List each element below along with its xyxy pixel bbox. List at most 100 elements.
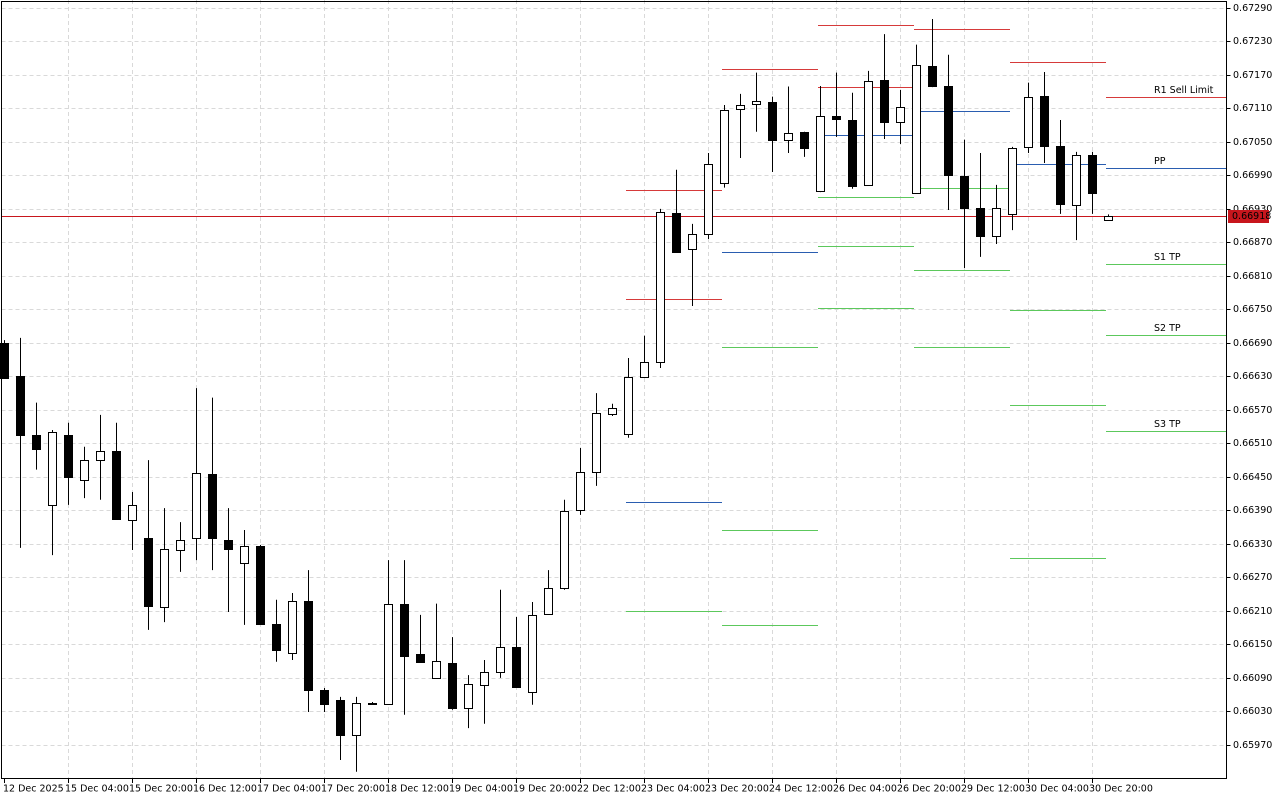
candle-body [304,601,313,691]
candle-body [336,700,345,736]
y-tick-label: 0.66450 [1233,472,1272,483]
candle-body [240,546,249,564]
candle-body [112,451,121,520]
candle-body [192,473,201,539]
candle-body [928,66,937,87]
y-tick-label: 0.66390 [1233,505,1272,516]
candle-body [816,116,825,192]
label-layer: R1 Sell Limit PP S1 TP S2 TP S3 TP 0.66918 [1154,85,1271,430]
candle-body [448,663,457,709]
candle-body [416,654,425,663]
y-tick-label: 0.66150 [1233,639,1272,650]
candle-body [688,234,697,250]
x-tick-label: 22 Dec 12:00 [577,784,641,795]
candle-body [528,615,537,693]
candle-body [1008,148,1017,215]
candle-body [1088,155,1097,194]
candle-body [432,661,441,679]
candle-body [704,164,713,235]
y-tick-label: 0.66990 [1233,170,1272,181]
candle-body [1104,216,1113,221]
y-tick-label: 0.66210 [1233,606,1272,617]
y-tick-label: 0.66330 [1233,539,1272,550]
candle-body [752,101,761,105]
candle-layer [0,18,1113,772]
x-tick-label: 12 Dec 2025 [3,784,64,795]
candle-body [560,511,569,589]
y-tick-label: 0.66510 [1233,438,1272,449]
candle-body [656,212,665,363]
y-tick-label: 0.66030 [1233,706,1272,717]
y-tick-label: 0.67170 [1233,70,1272,81]
x-tick-label: 16 Dec 12:00 [193,784,257,795]
pivot-label: S2 TP [1154,323,1181,334]
y-tick-label: 0.66570 [1233,405,1272,416]
y-tick-label: 0.67290 [1233,3,1272,14]
y-tick-label: 0.67110 [1233,103,1272,114]
y-tick-label: 0.66630 [1233,371,1272,382]
x-tick-label: 26 Dec 04:00 [833,784,897,795]
candle-body [272,624,281,651]
candle-body [496,647,505,673]
x-tick-label: 23 Dec 20:00 [705,784,769,795]
candle-body [624,377,633,435]
x-tick-label: 26 Dec 20:00 [897,784,961,795]
candle-body [592,413,601,473]
x-tick-label: 19 Dec 04:00 [449,784,513,795]
grid-layer [1,0,1227,779]
y-tick-label: 0.66270 [1233,572,1272,583]
candle-body [800,132,809,149]
x-tick-label: 29 Dec 12:00 [961,784,1025,795]
candle-body [288,601,297,654]
candle-body [368,703,377,705]
candle-body [576,472,585,511]
candle-body [352,703,361,736]
candle-body [784,133,793,141]
candle-body [896,107,905,123]
candle-body [384,604,393,705]
candle-body [608,408,617,415]
plot-border [1,1,1227,779]
x-tick-label: 17 Dec 20:00 [321,784,385,795]
y-tick-label: 0.66090 [1233,673,1272,684]
x-tick-label: 17 Dec 04:00 [257,784,321,795]
candle-body [544,588,553,615]
x-tick-label: 15 Dec 20:00 [129,784,193,795]
candle-body [224,540,233,550]
y-tick-label: 0.65970 [1233,740,1272,751]
candle-body [80,460,89,481]
candle-body [832,116,841,120]
candle-body [144,538,153,607]
candle-body [176,540,185,551]
x-tick-label: 19 Dec 20:00 [513,784,577,795]
last-price-tag [1228,210,1269,223]
y-tick-label: 0.66870 [1233,237,1272,248]
y-tick-label: 0.66690 [1233,338,1272,349]
candle-body [944,86,953,176]
candle-body [720,110,729,184]
candle-body [160,549,169,608]
y-tick-label: 0.66750 [1233,304,1272,315]
x-tick-label: 18 Dec 12:00 [385,784,449,795]
pivot-label: R1 Sell Limit [1154,85,1214,96]
pivot-label: S1 TP [1154,252,1181,263]
candle-body [1024,97,1033,148]
pivot-label: PP [1154,156,1166,167]
candle-body [48,432,57,506]
candle-body [0,343,9,379]
candle-body [64,435,73,478]
candle-body [976,208,985,237]
x-tick-label: 15 Dec 04:00 [65,784,129,795]
candle-body [208,474,217,539]
candle-body [464,684,473,709]
candle-body [1056,146,1065,205]
pivot-label: S3 TP [1154,419,1181,430]
candle-body [640,362,649,378]
y-tick-label: 0.66810 [1233,271,1272,282]
candle-body [960,176,969,209]
candle-body [320,690,329,705]
y-tick-label: 0.66930 [1233,204,1272,215]
